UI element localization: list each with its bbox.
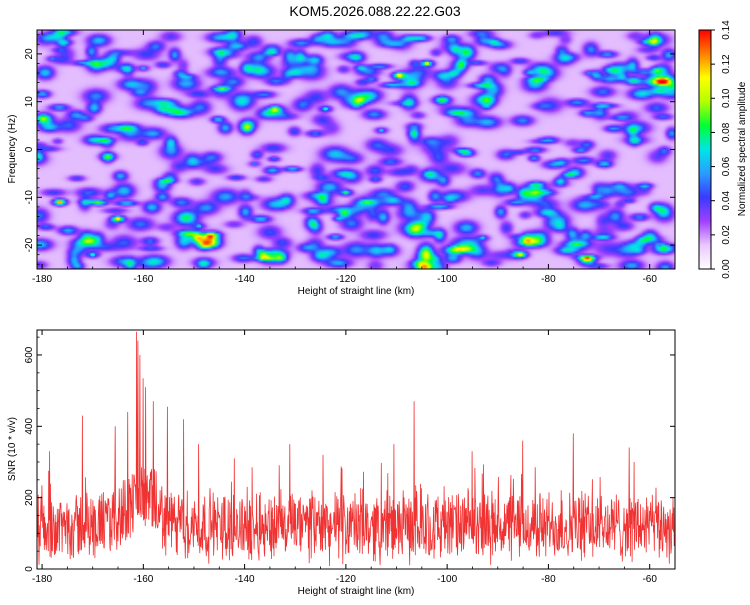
spectrogram-peak xyxy=(196,224,202,228)
spectrogram-peak xyxy=(518,253,523,257)
spectrogram-x-label: Height of straight line (km) xyxy=(298,286,415,297)
colorbar-tick-label: 0.04 xyxy=(721,191,732,211)
spectrogram-peak xyxy=(480,236,485,240)
colorbar-axis: 0.00 0.02 0.04 0.06 0.08 0.10 0.12 0.14 xyxy=(711,20,732,279)
spectrogram-y-tick-label: -20 xyxy=(24,237,35,252)
spectrogram-x-tick-label: -180 xyxy=(32,274,52,285)
spectrogram-peaks xyxy=(50,57,662,257)
snr-x-tick-label: -160 xyxy=(133,574,153,585)
colorbar-tick-label: 0.12 xyxy=(721,54,732,74)
spectrogram-x-tick-label: -160 xyxy=(133,274,153,285)
colorbar-tick-label: 0.02 xyxy=(721,225,732,245)
colorbar-tick-label: 0.10 xyxy=(721,88,732,108)
snr-series-line xyxy=(37,331,675,567)
snr-x-tick-label: -60 xyxy=(642,574,657,585)
colorbar-frame xyxy=(698,29,712,270)
colorbar-tick-label: 0.14 xyxy=(721,20,732,40)
spectrogram-y-tick-label: 10 xyxy=(24,96,35,108)
spectrogram-x-tick-label: -100 xyxy=(437,274,457,285)
snr-y-tick-label: 400 xyxy=(24,418,35,435)
spectrogram-peak xyxy=(50,57,55,61)
spectrogram-peak xyxy=(343,190,349,195)
snr-y-tick-label: 0 xyxy=(24,566,35,572)
colorbar-gradient xyxy=(699,30,711,269)
spectrogram-peak xyxy=(57,200,62,204)
snr-x-label: Height of straight line (km) xyxy=(298,586,415,597)
spectrogram-peak xyxy=(396,73,402,77)
colorbar-tick-label: 0.06 xyxy=(721,156,732,176)
snr-x-tick-label: -120 xyxy=(336,574,356,585)
spectrogram-peak xyxy=(379,128,384,132)
chart-title: KOM5.2026.088.22.22.G03 xyxy=(289,3,460,19)
colorbar-tick-label: 0.08 xyxy=(721,122,732,142)
snr-panel: -180 -160 -140 -120 -100 -80 -60 0 200 400 600 He… xyxy=(7,329,676,597)
spectrogram-peak xyxy=(657,243,662,247)
snr-x-tick-label: -100 xyxy=(437,574,457,585)
spectrogram-peak xyxy=(252,162,257,166)
spectrogram-y-axis: -20 -10 0 10 20 xyxy=(24,34,675,265)
snr-x-tick-label: -80 xyxy=(541,574,556,585)
spectrogram-peak xyxy=(115,217,121,221)
spectrogram-peak xyxy=(323,107,328,111)
spectrogram-peak xyxy=(141,66,146,70)
spectrogram-y-tick-label: -10 xyxy=(24,190,35,205)
spectrogram-x-tick-label: -80 xyxy=(541,274,556,285)
spectrogram-y-label: Frequency (Hz) xyxy=(7,115,18,184)
spectrogram-x-axis: -180 -160 -140 -120 -100 -80 -60 xyxy=(32,30,676,285)
spectrogram-peak xyxy=(90,253,95,257)
spectrogram-y-tick-label: 20 xyxy=(24,48,35,60)
snr-x-tick-label: -140 xyxy=(235,574,255,585)
spectrogram-x-tick-label: -120 xyxy=(336,274,356,285)
spectrogram-heatmap xyxy=(37,30,675,269)
snr-x-tick-label: -180 xyxy=(32,574,52,585)
colorbar-label: Normalized spectral amplitude xyxy=(737,81,748,216)
spectrogram-x-tick-label: -60 xyxy=(642,274,657,285)
snr-y-tick-label: 600 xyxy=(24,346,35,363)
spectrogram-peak xyxy=(424,61,430,66)
colorbar: 0.00 0.02 0.04 0.06 0.08 0.10 0.12 0.14 Normali… xyxy=(698,20,748,279)
snr-y-axis: 0 200 400 600 xyxy=(24,336,675,572)
snr-y-label: SNR (10 * v/v) xyxy=(7,417,18,481)
snr-y-tick-label: 200 xyxy=(24,489,35,506)
spectrogram-peak xyxy=(586,71,592,75)
snr-frame xyxy=(36,329,676,570)
snr-x-axis: -180 -160 -140 -120 -100 -80 -60 xyxy=(32,330,676,585)
spectrogram-x-tick-label: -140 xyxy=(235,274,255,285)
colorbar-tick-label: 0.00 xyxy=(721,259,732,279)
spectrogram-y-tick-label: 0 xyxy=(24,146,35,152)
